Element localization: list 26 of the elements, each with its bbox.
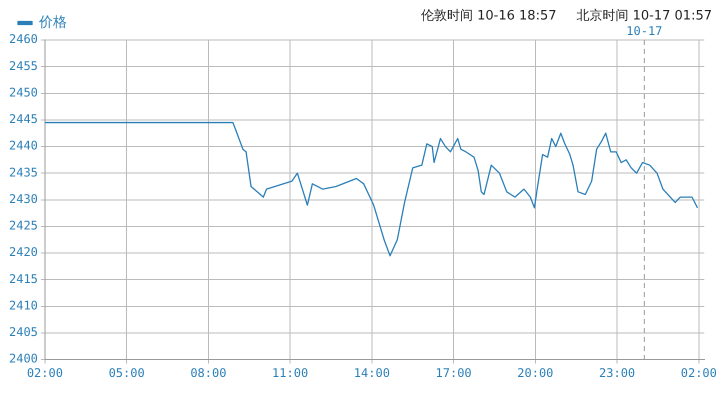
- y-tick-label: 2455: [8, 58, 38, 73]
- y-tick-label: 2445: [8, 112, 38, 126]
- y-tick-label: 2460: [8, 32, 38, 46]
- x-tick-label: 11:00: [272, 366, 308, 380]
- x-tick-label: 20:00: [517, 366, 554, 380]
- ref-line-label: 10-17: [626, 24, 662, 38]
- x-tick-label: 17:00: [436, 366, 472, 380]
- text: 北京时间 10-17 01:57: [576, 8, 712, 24]
- y-tick-label: 2430: [8, 192, 38, 206]
- x-tick-label: 14:00: [354, 366, 390, 380]
- y-tick-label: 2440: [8, 138, 38, 153]
- y-tick-label: 2435: [8, 165, 38, 180]
- y-tick-label: 2425: [8, 218, 38, 233]
- x-tick-label: 08:00: [190, 366, 226, 380]
- y-tick-label: 2405: [8, 325, 38, 340]
- y-tick-label: 2410: [8, 298, 38, 312]
- y-tick-label: 2400: [8, 352, 38, 366]
- y-tick-label: 2415: [8, 272, 38, 286]
- y-tick-label: 2420: [8, 245, 38, 260]
- x-tick-label: 05:00: [108, 366, 145, 380]
- text: 伦敦时间 10-16 18:57: [420, 8, 556, 24]
- y-tick-label: 2450: [8, 85, 38, 100]
- x-tick-label: 23:00: [599, 366, 636, 380]
- legend-label: 价格: [38, 14, 67, 31]
- x-tick-label: 02:00: [26, 366, 63, 380]
- x-tick-label: 02:00: [680, 366, 717, 380]
